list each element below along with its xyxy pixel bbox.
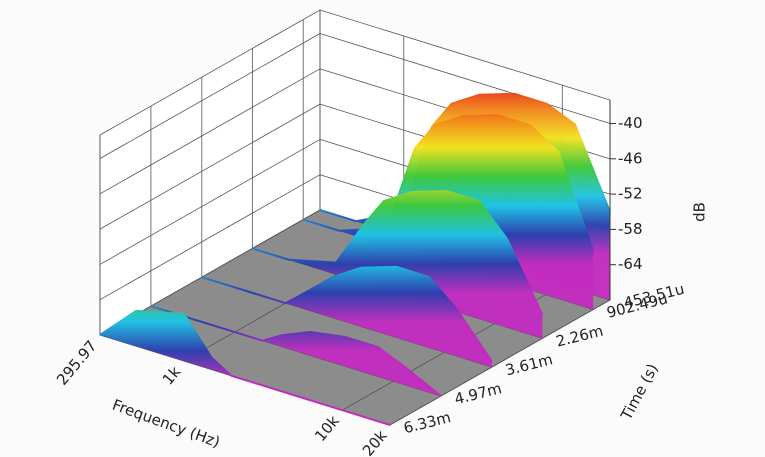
grid-line xyxy=(99,33,321,159)
x-tick-label: 295.97 xyxy=(53,337,101,389)
z-axis-label: dB xyxy=(691,202,709,222)
grid-line xyxy=(99,68,321,195)
surface-ridge xyxy=(150,305,442,397)
surface-fill xyxy=(252,191,543,339)
z-tick-label: -46 xyxy=(618,149,643,167)
surface-fill xyxy=(201,266,492,368)
grid-line xyxy=(389,299,611,426)
x-axis-label: Frequency (Hz) xyxy=(110,396,222,452)
surface-fill xyxy=(100,310,391,425)
surface-ridge xyxy=(201,265,493,362)
y-axis-label: Time (s) xyxy=(617,361,662,424)
grid-line xyxy=(319,33,611,124)
x-tick-label: 1k xyxy=(159,363,185,389)
z-tick-label: -64 xyxy=(618,255,643,273)
grid-line xyxy=(99,174,321,301)
grid-line xyxy=(99,139,321,265)
z-tick-label: -58 xyxy=(618,220,643,238)
x-tick-label: 20k xyxy=(359,427,391,457)
z-tick-label: -40 xyxy=(618,114,643,132)
z-tick-label: -52 xyxy=(618,185,643,203)
x-tick-label: 10k xyxy=(311,412,343,445)
surface-ridge xyxy=(252,190,544,316)
surface-ridge xyxy=(99,309,391,426)
grid-line xyxy=(99,103,321,230)
